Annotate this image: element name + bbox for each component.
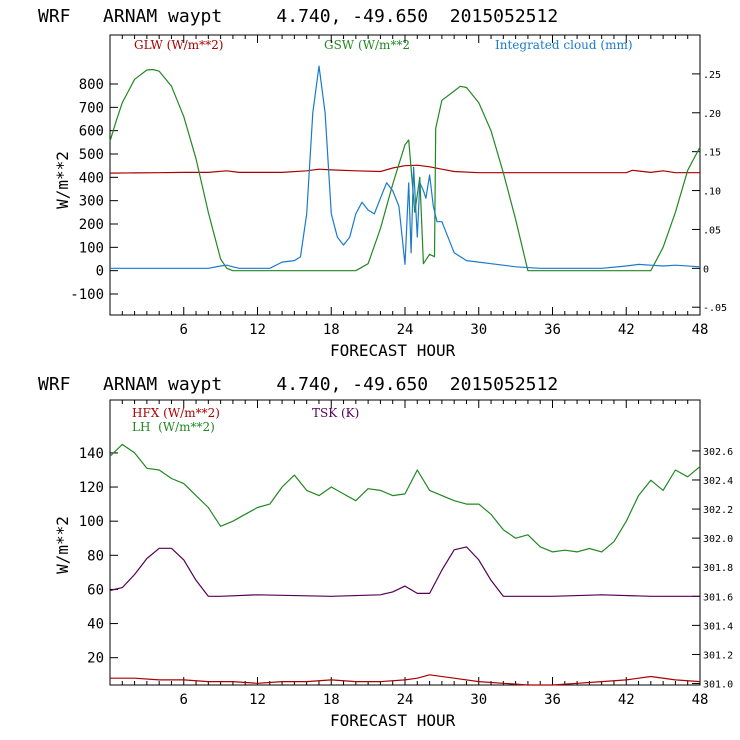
top-y-axis-label: W/m**2 [53, 151, 72, 209]
y2-tick-label: 302.0 [703, 534, 733, 545]
y-tick-label: 120 [79, 480, 104, 496]
y-tick-label: 600 [79, 124, 104, 140]
y2-tick-label: 301.2 [703, 650, 733, 661]
y-tick-label: 200 [79, 217, 104, 233]
top-series-group [109, 65, 701, 272]
top-x-axis-label: FORECAST HOUR [330, 341, 456, 360]
x-tick-label: 42 [618, 692, 635, 708]
x-tick-label: 48 [692, 692, 709, 708]
x-tick-label: 48 [692, 322, 709, 338]
x-tick-label: 18 [323, 692, 340, 708]
y2-tick-label: 301.4 [703, 621, 733, 632]
bottom-legend-lh: LH (W/m**2) [132, 420, 215, 434]
top-chart: WRF ARNAM waypt 4.740, -49.650 201505251… [38, 6, 727, 360]
y-tick-label: 40 [87, 617, 104, 633]
x-tick-label: 6 [180, 322, 188, 338]
y2-tick-label: 301.0 [703, 680, 733, 691]
y-tick-label: 100 [79, 240, 104, 256]
y-tick-label: 700 [79, 100, 104, 116]
x-tick-label: 6 [180, 692, 188, 708]
y-tick-label: 300 [79, 194, 104, 210]
bottom-legend-hfx: HFX (W/m**2) [132, 406, 220, 420]
y2-tick-label: 301.6 [703, 592, 733, 603]
y-tick-label: 400 [79, 170, 104, 186]
y-tick-label: -100 [70, 287, 104, 303]
y-tick-label: 80 [87, 548, 104, 564]
y-tick-label: 140 [79, 446, 104, 462]
top-plot-frame [109, 34, 701, 316]
bottom-chart-title: WRF ARNAM waypt 4.740, -49.650 201505251… [38, 374, 558, 395]
y-tick-label: 0 [96, 264, 104, 280]
x-tick-label: 30 [470, 692, 487, 708]
top-series-line-gsw [109, 68, 701, 272]
top-legend-cloud: Integrated cloud (mm) [495, 38, 633, 52]
bottom-chart: WRF ARNAM waypt 4.740, -49.650 201505251… [38, 374, 733, 730]
x-tick-label: 24 [397, 322, 414, 338]
y2-tick-label: -.05 [703, 303, 727, 314]
bottom-series-line-hfx [110, 674, 701, 686]
y-tick-label: 100 [79, 514, 104, 530]
top-axis-ticks: 6 12 18 24 30 36 42 48 -100 0 100 200 300 400 500 600 70… [70, 35, 727, 338]
x-tick-label: 30 [470, 322, 487, 338]
y2-tick-label: .05 [703, 225, 721, 236]
bottom-legend-tsk: TSK (K) [312, 406, 359, 420]
bottom-plot-frame [109, 399, 701, 686]
bottom-y-axis-label: W/m**2 [53, 516, 72, 574]
y2-tick-label: 302.2 [703, 505, 733, 516]
top-chart-title: WRF ARNAM waypt 4.740, -49.650 201505251… [38, 6, 558, 27]
x-tick-label: 42 [618, 322, 635, 338]
x-tick-label: 36 [544, 322, 561, 338]
y2-tick-label: 0 [703, 264, 709, 275]
x-tick-label: 12 [249, 322, 266, 338]
y-tick-label: 500 [79, 147, 104, 163]
bottom-axis-ticks: 6 12 18 24 30 36 42 48 20 40 60 80 100 120 140 301.0 3… [79, 400, 733, 708]
y-tick-label: 20 [87, 651, 104, 667]
x-tick-label: 12 [249, 692, 266, 708]
y2-tick-label: 301.8 [703, 563, 733, 574]
top-legend-gsw: GSW (W/m**2 [324, 38, 410, 52]
bottom-series-line-tsk [109, 546, 700, 597]
bottom-series-group [109, 443, 701, 686]
y2-tick-label: 302.6 [703, 447, 733, 458]
x-tick-label: 24 [397, 692, 414, 708]
top-legend-glw: GLW (W/m**2) [134, 38, 223, 52]
y-tick-label: 60 [87, 582, 104, 598]
x-tick-label: 36 [544, 692, 561, 708]
bottom-series-line-lh [109, 443, 701, 553]
x-tick-label: 18 [323, 322, 340, 338]
bottom-x-axis-label: FORECAST HOUR [330, 711, 456, 730]
top-series-line-glw [109, 164, 700, 174]
y2-tick-label: .15 [703, 148, 721, 159]
y2-tick-label: .25 [703, 70, 721, 81]
y2-tick-label: .10 [703, 187, 721, 198]
y2-tick-label: .20 [703, 109, 721, 120]
top-series-line-integrated [110, 65, 701, 269]
y2-tick-label: 302.4 [703, 476, 733, 487]
y-tick-label: 800 [79, 77, 104, 93]
